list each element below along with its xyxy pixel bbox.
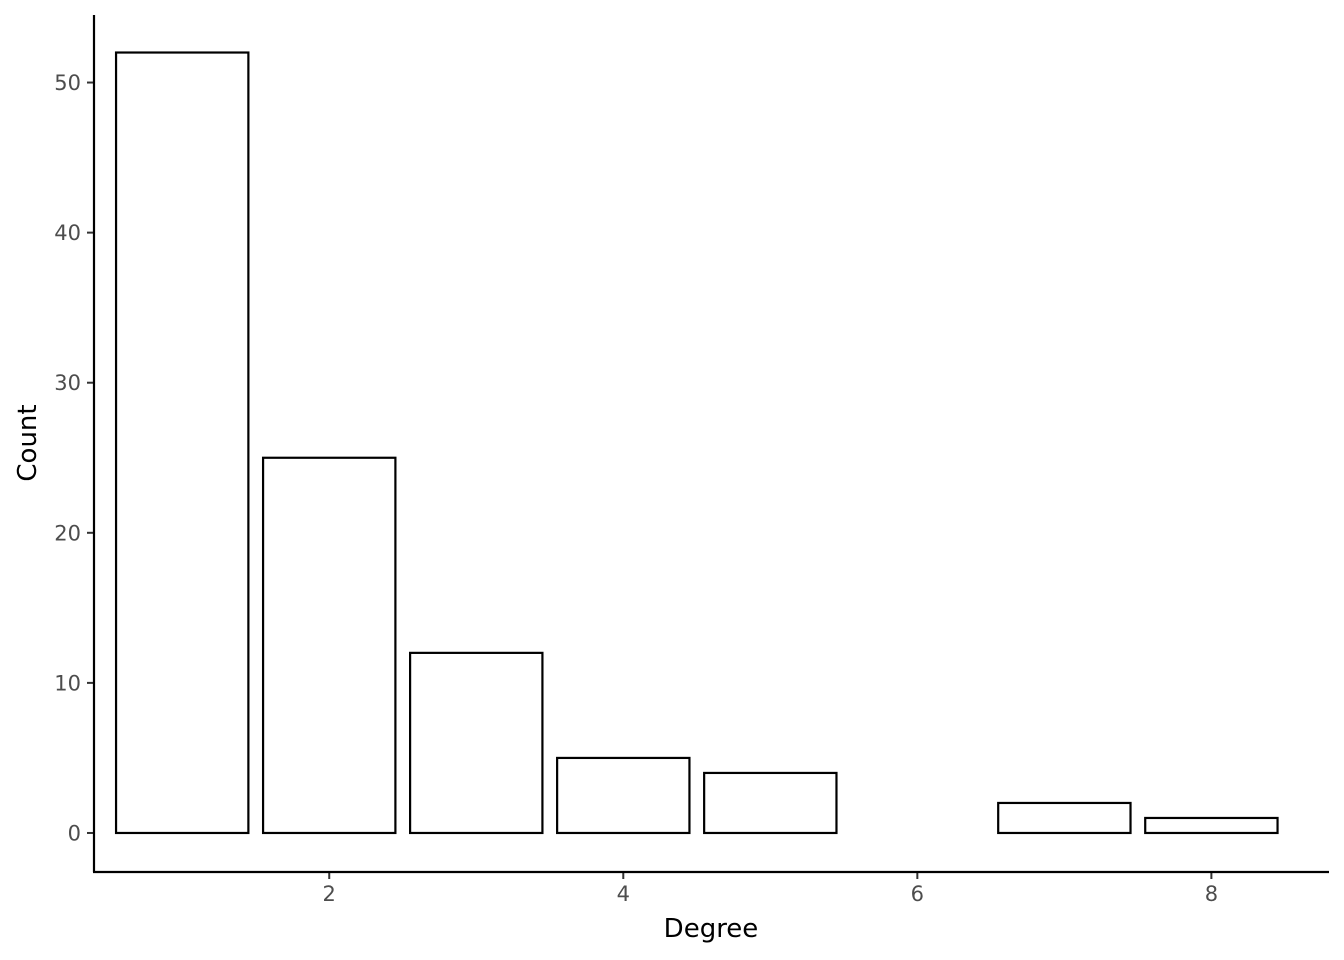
bar-degree-4 — [556, 756, 691, 835]
bar-degree-2 — [261, 456, 397, 835]
bar-degree-1 — [114, 51, 250, 835]
bar-degree-3 — [409, 651, 544, 835]
y-tick-label: 40 — [54, 221, 81, 245]
y-tick-label: 50 — [54, 71, 81, 95]
y-axis-ticks: 0 10 20 30 40 50 — [54, 71, 94, 845]
x-tick-label: 6 — [911, 882, 924, 906]
bars-group — [114, 51, 1279, 835]
x-tick-label: 8 — [1205, 882, 1218, 906]
x-tick-label: 2 — [323, 882, 336, 906]
y-tick-label: 30 — [54, 371, 81, 395]
x-axis-title: Degree — [664, 914, 759, 944]
y-tick-label: 20 — [54, 521, 81, 545]
y-tick-label: 0 — [68, 821, 81, 845]
x-tick-label: 4 — [617, 882, 630, 906]
bar-degree-8 — [1144, 816, 1279, 835]
y-axis-title: Count — [13, 404, 43, 481]
bar-degree-5 — [703, 771, 838, 835]
y-tick-label: 10 — [54, 671, 81, 695]
bar-degree-7 — [997, 801, 1132, 835]
x-axis-ticks: 2 4 6 8 — [323, 872, 1218, 906]
